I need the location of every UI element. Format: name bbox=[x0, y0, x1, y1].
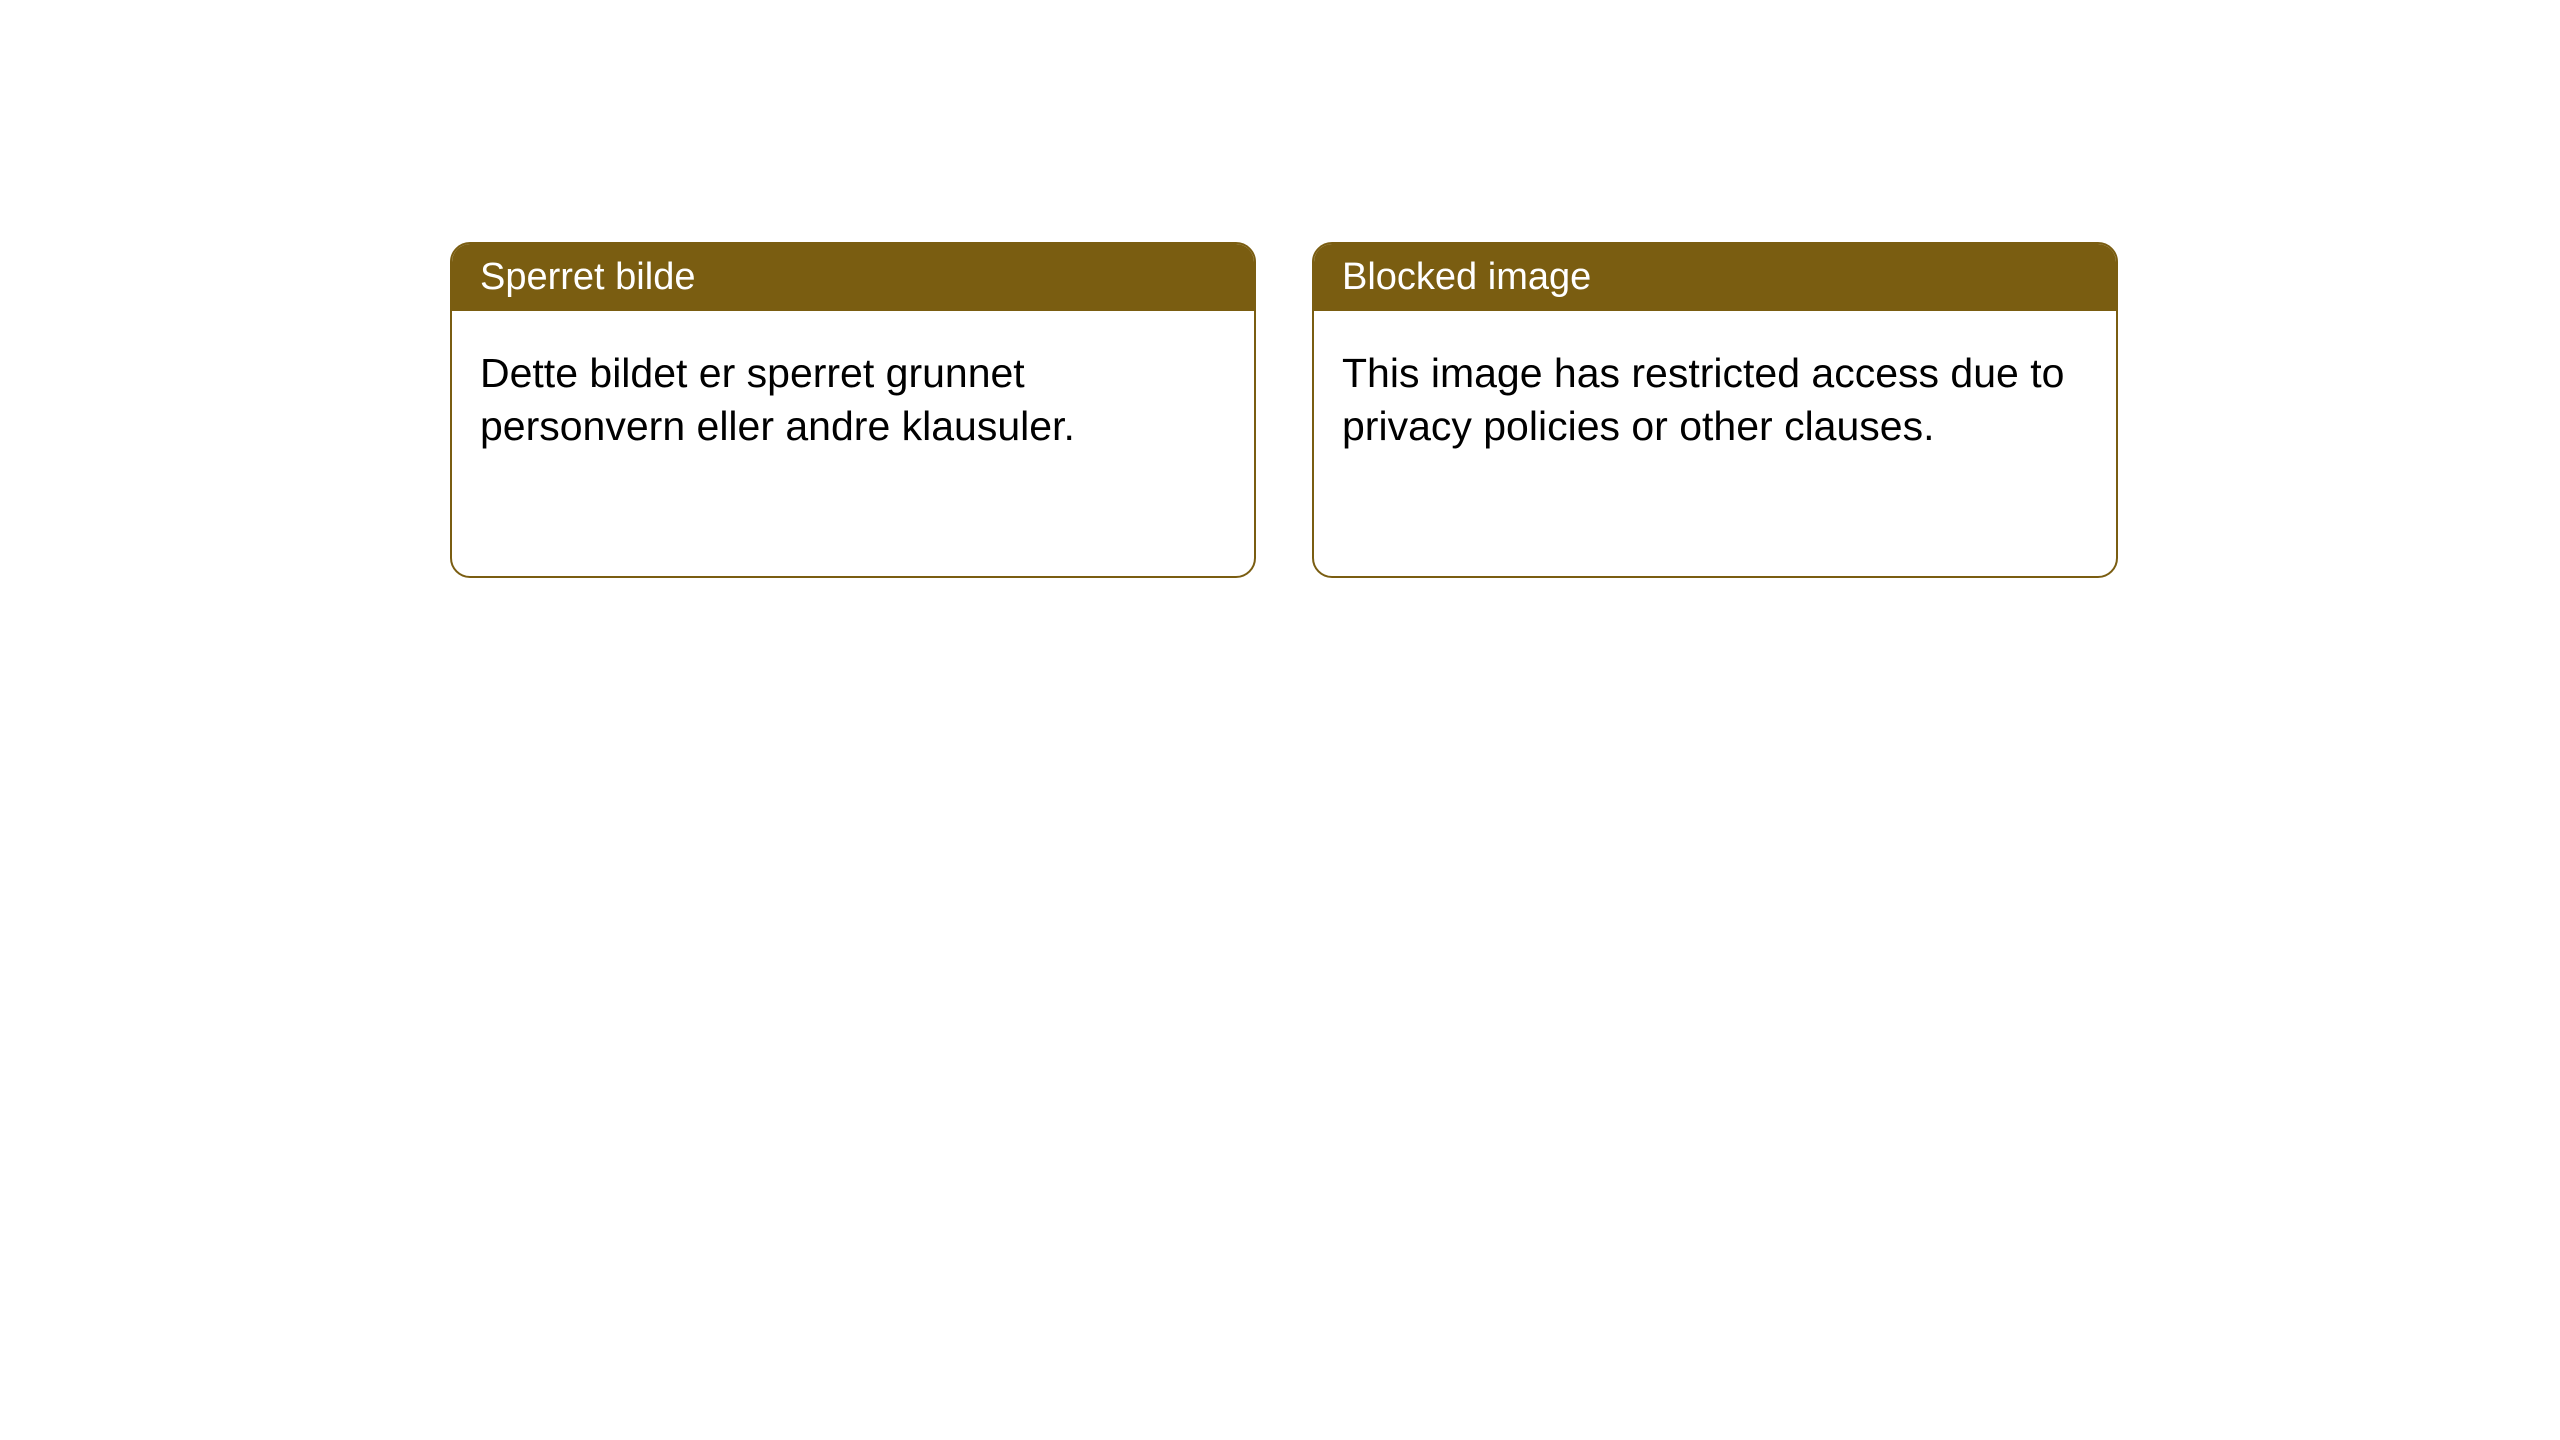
notice-box-no: Sperret bilde Dette bildet er sperret gr… bbox=[450, 242, 1256, 578]
notice-body-no: Dette bildet er sperret grunnet personve… bbox=[452, 311, 1254, 490]
notice-text-en: This image has restricted access due to … bbox=[1342, 350, 2064, 449]
notice-title-no: Sperret bilde bbox=[480, 256, 695, 298]
notice-box-en: Blocked image This image has restricted … bbox=[1312, 242, 2118, 578]
notice-header-en: Blocked image bbox=[1314, 244, 2116, 311]
notice-title-en: Blocked image bbox=[1342, 256, 1591, 298]
notice-container: Sperret bilde Dette bildet er sperret gr… bbox=[450, 242, 2118, 578]
notice-body-en: This image has restricted access due to … bbox=[1314, 311, 2116, 490]
notice-header-no: Sperret bilde bbox=[452, 244, 1254, 311]
notice-text-no: Dette bildet er sperret grunnet personve… bbox=[480, 350, 1075, 449]
